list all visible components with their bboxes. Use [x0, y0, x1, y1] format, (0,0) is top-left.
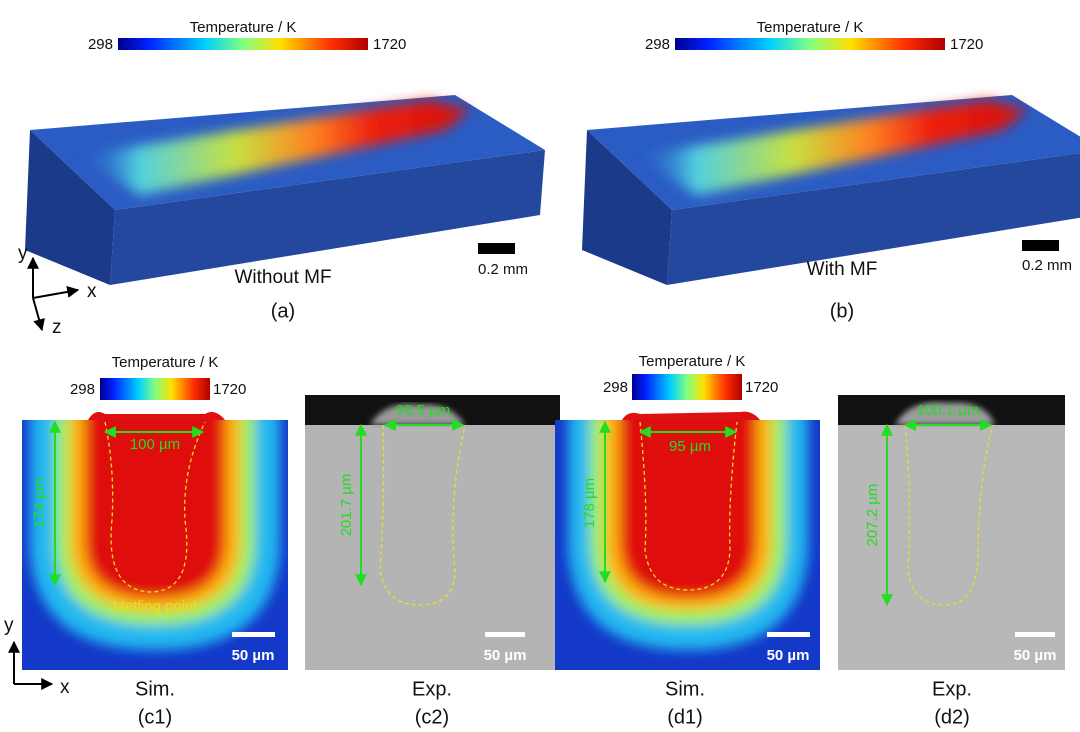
- caption: Exp.: [412, 678, 452, 700]
- scale-bar: [478, 243, 515, 254]
- annotation: Metling point: [112, 598, 198, 615]
- colorbar-title: Temperature / K: [112, 354, 219, 371]
- panel-a: Temperature / K 298 1720 0.2 mm Without …: [25, 19, 545, 322]
- scale-bar: [1022, 240, 1059, 251]
- width-label: 99.5 µm: [396, 402, 451, 419]
- axis-z: z: [52, 317, 62, 338]
- colorbar-max: 1720: [213, 381, 246, 398]
- caption: Sim.: [135, 678, 175, 700]
- scale-label: 50 µm: [1014, 647, 1057, 664]
- panel-label: (c1): [138, 706, 172, 728]
- block-front: [667, 153, 1080, 285]
- panel-c2: 99.5 µm 201.7 µm 50 µm Exp. (c2): [305, 395, 560, 728]
- colorbar-title: Temperature / K: [757, 19, 864, 36]
- caption: Exp.: [932, 678, 972, 700]
- caption: Without MF: [234, 267, 331, 288]
- scale-label: 0.2 mm: [1022, 257, 1072, 274]
- axis-x: x: [87, 281, 97, 302]
- colorbar-min: 298: [88, 36, 113, 53]
- width-label: 95 µm: [669, 438, 711, 455]
- heat-trail: [637, 100, 1027, 195]
- axes-3d: y x z: [18, 243, 97, 338]
- colorbar-max: 1720: [373, 36, 406, 53]
- panel-label: (c2): [415, 706, 449, 728]
- colorbar-max: 1720: [950, 36, 983, 53]
- axis-y: y: [4, 615, 14, 636]
- scale-label: 50 µm: [767, 647, 810, 664]
- block-end: [582, 130, 672, 285]
- axes-2d: y x: [4, 615, 70, 698]
- panel-b: Temperature / K 298 1720 0.2 mm With MF …: [582, 19, 1080, 322]
- panel-label: (d2): [934, 706, 970, 728]
- panel-label: (d1): [667, 706, 703, 728]
- colorbar-title: Temperature / K: [190, 19, 297, 36]
- block-end: [25, 130, 115, 285]
- colorbar-min: 298: [645, 36, 670, 53]
- depth-label: 178 µm: [581, 478, 598, 528]
- colorbar: [632, 374, 742, 400]
- axis-x: x: [60, 677, 70, 698]
- caption: Sim.: [665, 678, 705, 700]
- panel-c1: Temperature / K 298 1720 100 µm 174 µm M…: [22, 354, 288, 728]
- width-label: 100.1 µm: [917, 402, 980, 419]
- panel-d1: Temperature / K 298 1720 95 µm 178 µm 50…: [555, 353, 820, 728]
- depth-label: 207.2 µm: [864, 484, 881, 547]
- melt-bump: [622, 411, 760, 420]
- caption: With MF: [807, 259, 878, 280]
- block-front: [110, 150, 545, 285]
- panel-d2: 100.1 µm 207.2 µm 50 µm Exp. (d2): [838, 395, 1065, 728]
- melt-bump: [88, 412, 225, 420]
- heat-trail: [80, 100, 470, 195]
- colorbar: [675, 38, 945, 50]
- colorbar-max: 1720: [745, 379, 778, 396]
- scale-label: 50 µm: [484, 647, 527, 664]
- panel-label: (a): [271, 300, 295, 322]
- scale-label: 50 µm: [232, 647, 275, 664]
- colorbar-min: 298: [603, 379, 628, 396]
- axis-y: y: [18, 243, 28, 264]
- panel-label: (b): [830, 300, 854, 322]
- colorbar-title: Temperature / K: [639, 353, 746, 370]
- depth-label: 174 µm: [31, 478, 48, 528]
- colorbar-min: 298: [70, 381, 95, 398]
- depth-label: 201.7 µm: [338, 474, 355, 537]
- width-label: 100 µm: [130, 436, 180, 453]
- colorbar: [100, 378, 210, 400]
- colorbar: [118, 38, 368, 50]
- scale-label: 0.2 mm: [478, 261, 528, 278]
